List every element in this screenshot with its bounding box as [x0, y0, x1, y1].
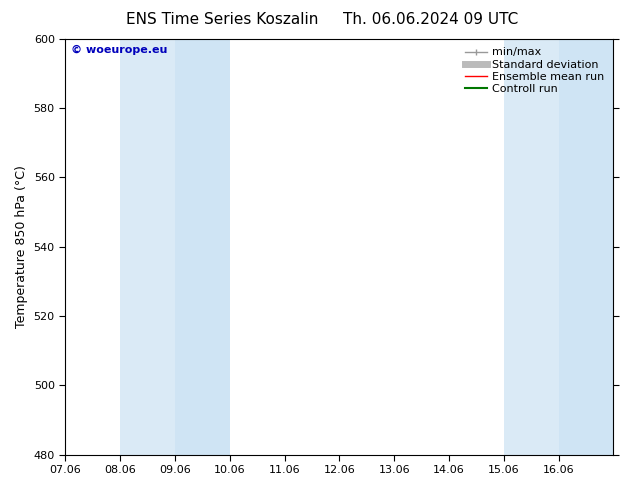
Text: ENS Time Series Koszalin: ENS Time Series Koszalin: [126, 12, 318, 27]
Legend: min/max, Standard deviation, Ensemble mean run, Controll run: min/max, Standard deviation, Ensemble me…: [461, 44, 608, 98]
Text: Th. 06.06.2024 09 UTC: Th. 06.06.2024 09 UTC: [344, 12, 519, 27]
Bar: [120, 39, 175, 455]
Bar: [559, 39, 614, 455]
Bar: [175, 39, 230, 455]
Bar: [504, 39, 559, 455]
Y-axis label: Temperature 850 hPa (°C): Temperature 850 hPa (°C): [15, 165, 28, 328]
Text: © woeurope.eu: © woeurope.eu: [71, 45, 167, 55]
